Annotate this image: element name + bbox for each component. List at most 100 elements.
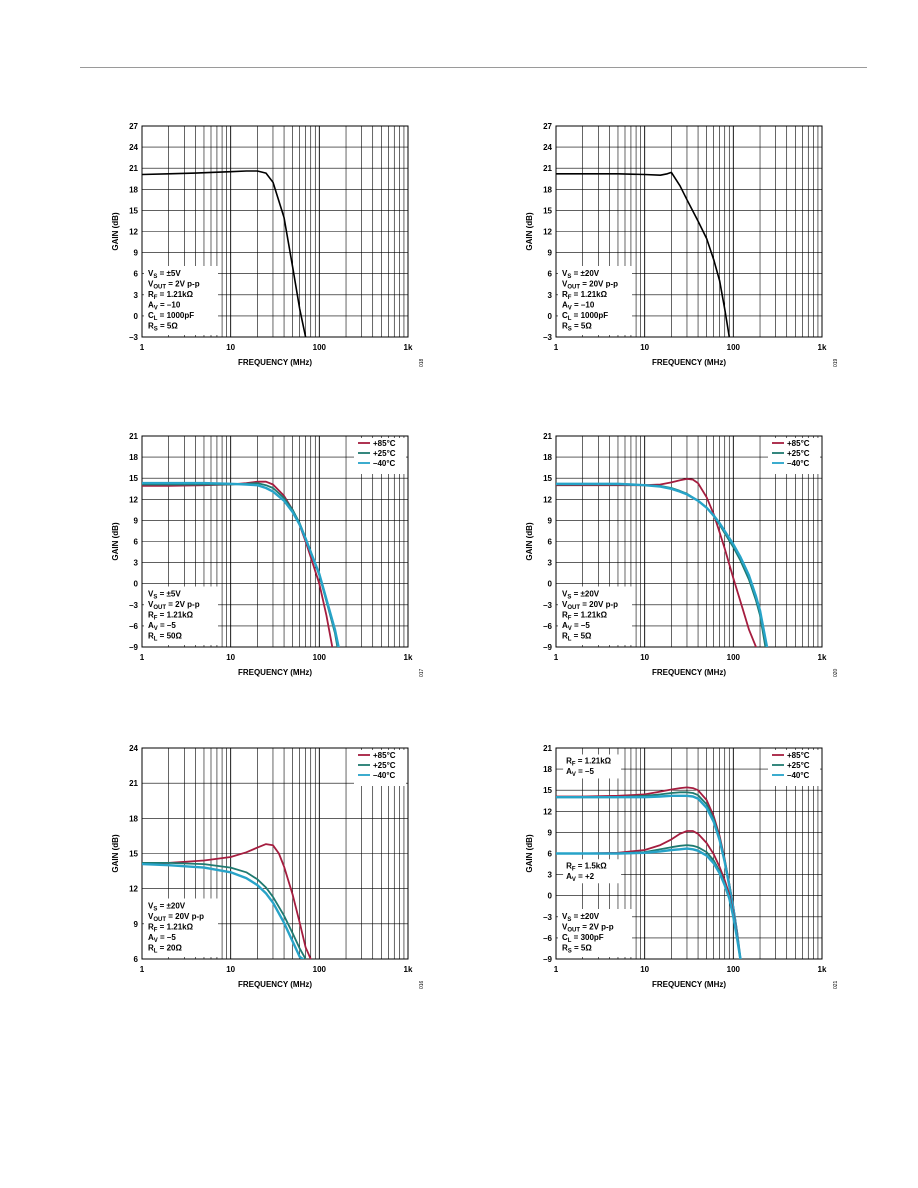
figure-code: 019 [833,358,839,367]
curve-annotation-value: = 1.21kΩ [576,756,612,765]
annotation-symbol: R [148,611,154,620]
x-tick-label: 100 [727,965,741,974]
annotation-value: = ±20V [571,590,599,599]
y-tick-label: 18 [129,453,138,462]
chart-5: 24 21 18 15 12 9 61 10 100 1k FREQUENCY (MHz) GAIN … [111,744,425,989]
x-tick-label: 1 [554,965,559,974]
annotation-symbol: R [148,632,154,641]
annotation-symbol: V [148,600,154,609]
curve-annotation-subscript: V [572,772,576,778]
y-tick-label: –3 [543,333,552,342]
y-tick-label: 21 [129,432,138,441]
annotation-value: = 5Ω [572,944,593,953]
curve-annotation-subscript: F [572,866,576,872]
annotation-symbol: R [562,632,568,641]
annotation-value: = 1.21kΩ [571,611,607,620]
annotation-value: = 1.21kΩ [157,290,193,299]
y-axis-label: GAIN (dB) [111,834,120,873]
plot-frame [555,435,823,648]
y-tick-label: 15 [129,474,138,483]
annotation-line-0: VS = ±5V [148,269,181,280]
x-tick-label: 1k [818,965,827,974]
annotation-symbol: V [562,280,568,289]
annotation-subscript: V [568,626,572,632]
x-axis-label: FREQUENCY (MHz) [238,358,312,367]
annotation-box [144,266,218,335]
annotation-subscript: OUT [567,285,580,291]
x-tick-label: 1k [404,653,413,662]
annotation-value: = –10 [572,301,595,310]
header-rule [80,67,867,68]
curve-annotation-value: = +2 [576,872,595,881]
curve-annotation-line-0: RF = 1.5kΩ [566,861,607,872]
x-tick-label: 1 [554,653,559,662]
annotation-line-5: RS = 5Ω [562,322,592,333]
annotation-subscript: F [154,616,158,622]
x-tick-label: 100 [313,343,327,352]
annotation-value: = 1000pF [571,311,608,320]
x-tick-label: 1 [140,965,145,974]
y-tick-label: 3 [134,291,139,300]
y-tick-label: 9 [134,920,139,929]
y-tick-label: 18 [129,814,138,823]
y-tick-label: 12 [543,228,552,237]
y-tick-label: 6 [134,538,139,547]
legend-label: –40°C [787,771,810,780]
annotation-subscript: OUT [153,605,166,611]
annotation-line-4: RL = 20Ω [148,944,182,955]
y-tick-label: 21 [129,779,138,788]
legend: +85°C+25°C–40°C [354,750,406,786]
annotation-line-3: AV = –10 [148,301,181,312]
annotation-value: = 20V p-p [166,912,204,921]
annotation-symbol: R [562,290,568,299]
y-axis-label: GAIN (dB) [525,212,534,251]
annotation-subscript: L [154,316,158,322]
chart-3: 21 18 15 12 9 6 3 0 –3 –6 –91 10 100 1k FREQUENCY (MHz… [111,432,425,677]
x-axis-label: FREQUENCY (MHz) [238,668,312,677]
y-tick-label: 9 [134,249,139,258]
annotation-value: = –5 [158,621,177,630]
series-line-2 [142,481,340,647]
annotation-line-2: RF = 1.21kΩ [148,290,194,301]
annotation-line-2: CL = 300pF [562,933,604,944]
annotation-value: = 5Ω [158,322,179,331]
y-tick-label: –6 [543,622,552,631]
plot-frame [141,435,409,648]
y-tick-label: 0 [134,580,139,589]
annotation-value: = ±5V [157,269,181,278]
annotation-subscript: L [568,316,572,322]
x-tick-label: 10 [640,343,649,352]
annotation-subscript: S [153,595,157,601]
annotation-line-2: RF = 1.21kΩ [562,290,608,301]
annotation-symbol: R [148,290,154,299]
annotation-symbol: V [148,269,154,278]
y-tick-label: 21 [543,432,552,441]
annotation-box [144,898,218,957]
legend: +85°C+25°C–40°C [354,438,406,474]
annotation-subscript: S [567,917,571,923]
plot-frame [141,125,409,338]
annotation-symbol: V [148,280,154,289]
annotation-subscript: S [568,949,572,955]
annotation-subscript: S [153,907,157,913]
y-tick-label: 15 [543,786,552,795]
annotation-value: = 300pF [571,933,603,942]
y-tick-label: 9 [548,249,553,258]
annotation-line-2: RF = 1.21kΩ [562,611,608,622]
annotation-box [558,909,632,957]
y-tick-label: 0 [548,312,553,321]
y-tick-label: 6 [548,270,553,279]
curve-annotation-box [563,859,622,884]
y-tick-label: –3 [543,601,552,610]
figure-code: 018 [419,358,425,367]
curve-annotation-symbol: R [566,861,572,870]
annotation-symbol: A [148,301,154,310]
figure-code: 021 [833,980,839,989]
annotation-line-3: AV = –5 [148,933,176,944]
x-tick-label: 100 [313,653,327,662]
legend-box [354,438,406,474]
annotation-box [558,586,632,645]
annotation-line-0: VS = ±20V [562,269,600,280]
annotation-line-2: RF = 1.21kΩ [148,611,194,622]
